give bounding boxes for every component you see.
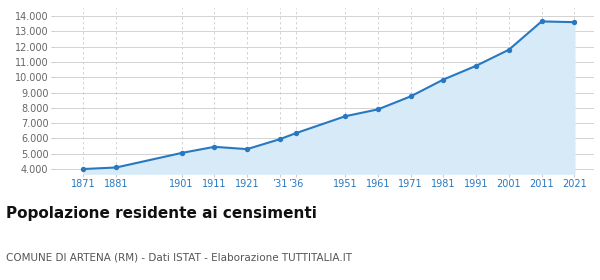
Point (340, 114, 350, 118)
Point (373, 107, 383, 112)
Point (292, 131, 301, 135)
Text: COMUNE DI ARTENA (RM) - Dati ISTAT - Elaborazione TUTTITALIA.IT: COMUNE DI ARTENA (RM) - Dati ISTAT - Ela… (6, 252, 352, 262)
Point (177, 151, 187, 155)
Point (504, 48, 514, 52)
Point (112, 165, 121, 170)
Text: Popolazione residente ai censimenti: Popolazione residente ai censimenti (6, 206, 317, 221)
Point (79, 167, 88, 171)
Point (275, 137, 284, 141)
Point (537, 19, 547, 24)
Point (569, 20, 579, 24)
Point (472, 64, 481, 68)
Point (209, 144, 219, 149)
Point (406, 94, 416, 99)
Point (242, 147, 252, 151)
Point (439, 77, 448, 82)
